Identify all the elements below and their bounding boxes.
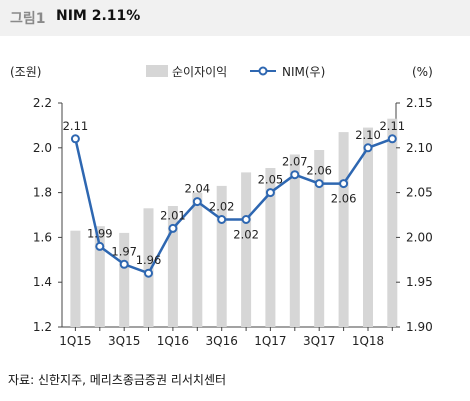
bar-1Q16 <box>167 206 178 327</box>
nim-point-1Q15 <box>70 134 80 144</box>
nim-label-3Q15: 1.97 <box>111 244 137 258</box>
nim-point-4Q17 <box>339 179 349 189</box>
right-axis-unit: (%) <box>412 65 433 79</box>
bar-1Q18 <box>363 127 373 327</box>
line-series <box>70 134 397 278</box>
bar-4Q17 <box>338 132 349 327</box>
left-tick-label: 1.6 <box>33 230 52 244</box>
nim-point-1Q18 <box>363 143 373 153</box>
nim-label-4Q17: 2.06 <box>331 192 357 206</box>
legend: 순이자이익 NIM(우) <box>146 65 325 79</box>
nim-point-2Q17 <box>290 170 300 180</box>
bar-2Q15 <box>94 226 105 327</box>
nim-point-1Q17 <box>265 188 275 198</box>
x-tick-label: 1Q15 <box>59 334 91 348</box>
nim-point-2Q15 <box>95 241 105 251</box>
left-tick-label: 2.0 <box>33 141 52 155</box>
legend-bar-swatch <box>146 65 168 77</box>
right-tick-label: 2.15 <box>406 96 433 110</box>
x-tick-label: 3Q15 <box>108 334 140 348</box>
x-tick-label: 1Q17 <box>254 334 286 348</box>
right-tick-label: 2.00 <box>406 230 433 244</box>
left-tick-label: 2.2 <box>33 96 52 110</box>
figure-title: NIM 2.11% <box>56 8 141 24</box>
nim-point-3Q15 <box>119 259 129 269</box>
bar-4Q15 <box>143 208 154 327</box>
nim-point-4Q15 <box>144 268 153 278</box>
bar-1Q17 <box>265 168 276 327</box>
bar-2Q18 <box>387 118 398 327</box>
x-tick-label: 1Q18 <box>352 334 384 348</box>
bar-4Q16 <box>241 172 252 327</box>
figure-header: 그림1 NIM 2.11% <box>0 0 470 36</box>
left-tick-label: 1.8 <box>33 186 52 200</box>
bar-2Q17 <box>289 154 300 327</box>
left-axis-unit: (조원) <box>10 65 41 79</box>
legend-bar-label: 순이자이익 <box>172 65 227 79</box>
nim-label-2Q16: 2.04 <box>184 182 210 196</box>
x-tick-label: 3Q17 <box>303 334 335 348</box>
right-tick-label: 2.05 <box>406 186 433 200</box>
nim-label-4Q16: 2.02 <box>233 228 259 242</box>
nim-label-2Q18: 2.11 <box>379 119 405 133</box>
bar-1Q15 <box>70 230 81 327</box>
nim-label-3Q17: 2.06 <box>306 164 332 178</box>
nim-label-2Q15: 1.99 <box>87 226 113 240</box>
legend-line-marker <box>258 66 268 76</box>
x-axis-ticks: 1Q15 3Q15 1Q16 3Q16 1Q17 3Q17 1Q18 <box>59 327 393 348</box>
left-tick-label: 1.4 <box>33 275 52 289</box>
left-axis-ticks: 1.2 1.4 1.6 1.8 2.0 2.2 <box>33 96 62 334</box>
nim-point-4Q16 <box>241 215 251 224</box>
source-note: 자료: 신한지주, 메리츠종금증권 리서치센터 <box>8 373 227 387</box>
nim-label-3Q16: 2.02 <box>209 200 235 214</box>
nim-point-3Q16 <box>217 215 227 224</box>
nim-point-2Q18 <box>387 134 397 144</box>
nim-label-4Q15: 1.96 <box>136 253 162 267</box>
nim-label-1Q15: 2.11 <box>63 119 89 133</box>
figure-number: 그림1 <box>10 11 46 27</box>
right-tick-label: 1.95 <box>406 275 433 289</box>
bar-3Q17 <box>314 150 325 327</box>
right-tick-label: 2.10 <box>406 141 433 155</box>
right-tick-label: 1.90 <box>406 320 433 334</box>
left-tick-label: 1.2 <box>33 320 52 334</box>
nim-label-1Q16: 2.01 <box>160 208 186 222</box>
bar-2Q16 <box>192 192 203 327</box>
right-axis-ticks: 1.90 1.95 2.00 2.05 2.10 2.15 <box>396 96 433 334</box>
nim-label-2Q17: 2.07 <box>282 155 308 169</box>
nim-label-1Q18: 2.10 <box>355 128 381 142</box>
nim-point-1Q16 <box>168 223 178 233</box>
bar-series <box>70 118 398 327</box>
data-labels: 2.11 1.99 1.971.96 2.01 2.04 2.02 2.02 2.05 2.07… <box>63 119 406 267</box>
nim-point-2Q16 <box>192 197 202 207</box>
bar-3Q15 <box>119 232 130 327</box>
nim-label-1Q17: 2.05 <box>258 173 284 187</box>
legend-line-label: NIM(우) <box>282 65 325 79</box>
x-tick-label: 3Q16 <box>206 334 238 348</box>
x-tick-label: 1Q16 <box>157 334 189 348</box>
nim-point-3Q17 <box>314 179 324 189</box>
bar-3Q16 <box>216 185 227 327</box>
